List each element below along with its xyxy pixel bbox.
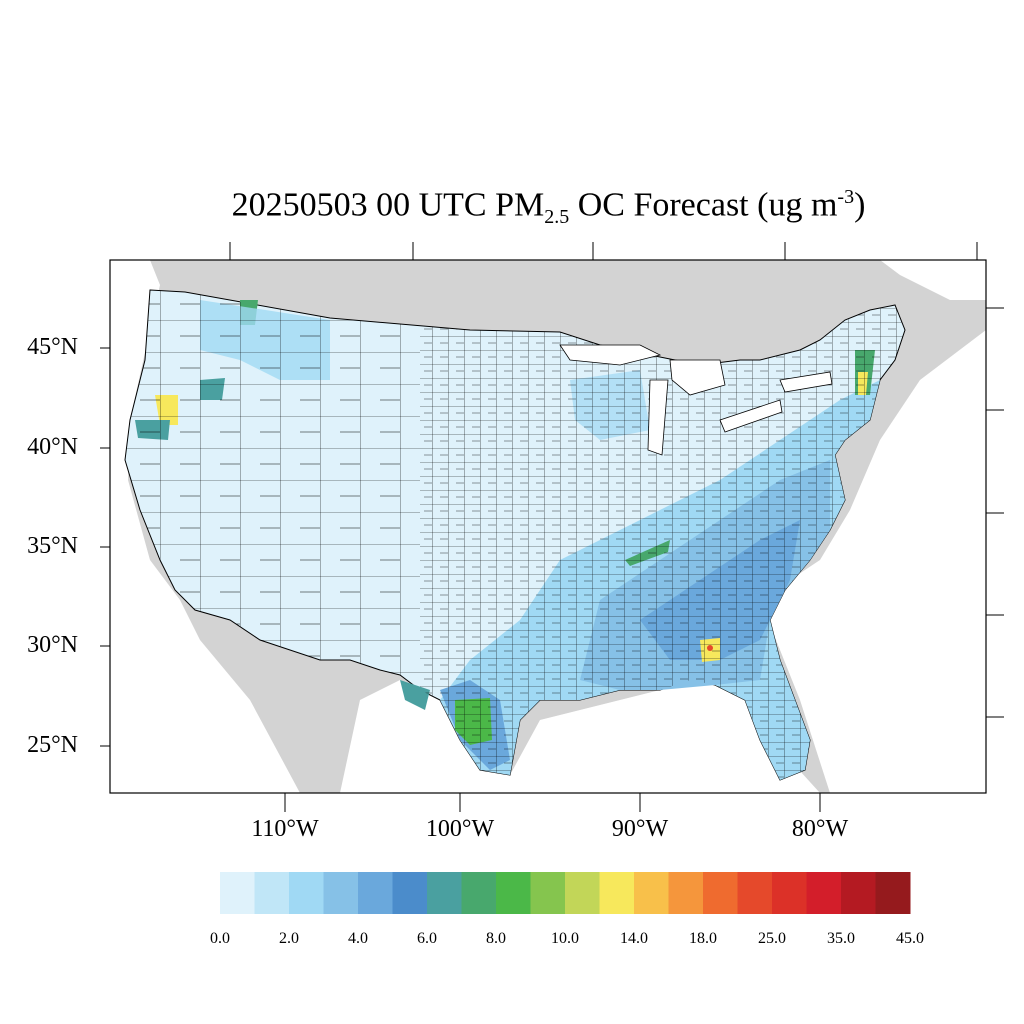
colorbar-swatch <box>737 872 773 914</box>
colorbar-swatch <box>461 872 497 914</box>
colorbar-swatch <box>875 872 911 914</box>
colorbar-swatch <box>392 872 428 914</box>
colorbar-label: 6.0 <box>417 930 437 947</box>
map-title: 20250503 00 UTC PM2.5 OC Forecast (ug m-… <box>231 186 866 229</box>
lon-label-110: 110°W <box>251 816 319 842</box>
colorbar-label: 8.0 <box>486 930 506 947</box>
colorbar-label: 14.0 <box>620 930 648 947</box>
lat-label-45: 45°N <box>27 334 78 360</box>
colorbar-swatch <box>841 872 876 914</box>
pacific-ocean <box>110 260 300 793</box>
atlantic-ocean <box>760 330 986 793</box>
colorbar-swatch <box>634 872 669 914</box>
lon-label-100: 100°W <box>425 816 495 842</box>
great-lakes <box>559 344 833 456</box>
colorbar-swatch <box>668 872 704 914</box>
colorbar-label: 0.0 <box>210 930 230 947</box>
lat-label-40: 40°N <box>27 434 78 460</box>
colorbar-label: 45.0 <box>896 930 924 947</box>
lat-label-25: 25°N <box>27 732 78 758</box>
colorbar-swatch <box>289 872 324 914</box>
lon-label-90: 90°W <box>611 816 669 842</box>
colorbar-swatch <box>496 872 531 914</box>
colorbar-swatch <box>323 872 359 914</box>
colorbar-label: 2.0 <box>279 930 299 947</box>
axis-ticks <box>100 242 1004 812</box>
gulf-of-mexico <box>340 680 820 793</box>
lat-label-35: 35°N <box>27 533 78 559</box>
map-area <box>110 260 986 793</box>
colorbar-swatch <box>220 872 255 914</box>
colorbar-swatch <box>599 872 635 914</box>
colorbar-swatch <box>772 872 807 914</box>
lat-label-30: 30°N <box>27 632 78 658</box>
colorbar-swatch <box>427 872 462 914</box>
colorbar-swatch <box>530 872 566 914</box>
colorbar-label: 10.0 <box>551 930 579 947</box>
map-frame <box>109 259 987 794</box>
colorbar-label: 35.0 <box>827 930 855 947</box>
canada-water <box>880 260 986 300</box>
colorbar-label: 4.0 <box>348 930 368 947</box>
lon-label-80: 80°W <box>791 816 849 842</box>
colorbar-swatch <box>254 872 290 914</box>
colorbar-swatch <box>358 872 393 914</box>
colorbar-swatch <box>703 872 738 914</box>
colorbar-swatch <box>565 872 600 914</box>
colorbar-label: 18.0 <box>689 930 717 947</box>
colorbar-swatch <box>806 872 842 914</box>
colorbar-label: 25.0 <box>758 930 786 947</box>
colorbar <box>220 872 911 914</box>
